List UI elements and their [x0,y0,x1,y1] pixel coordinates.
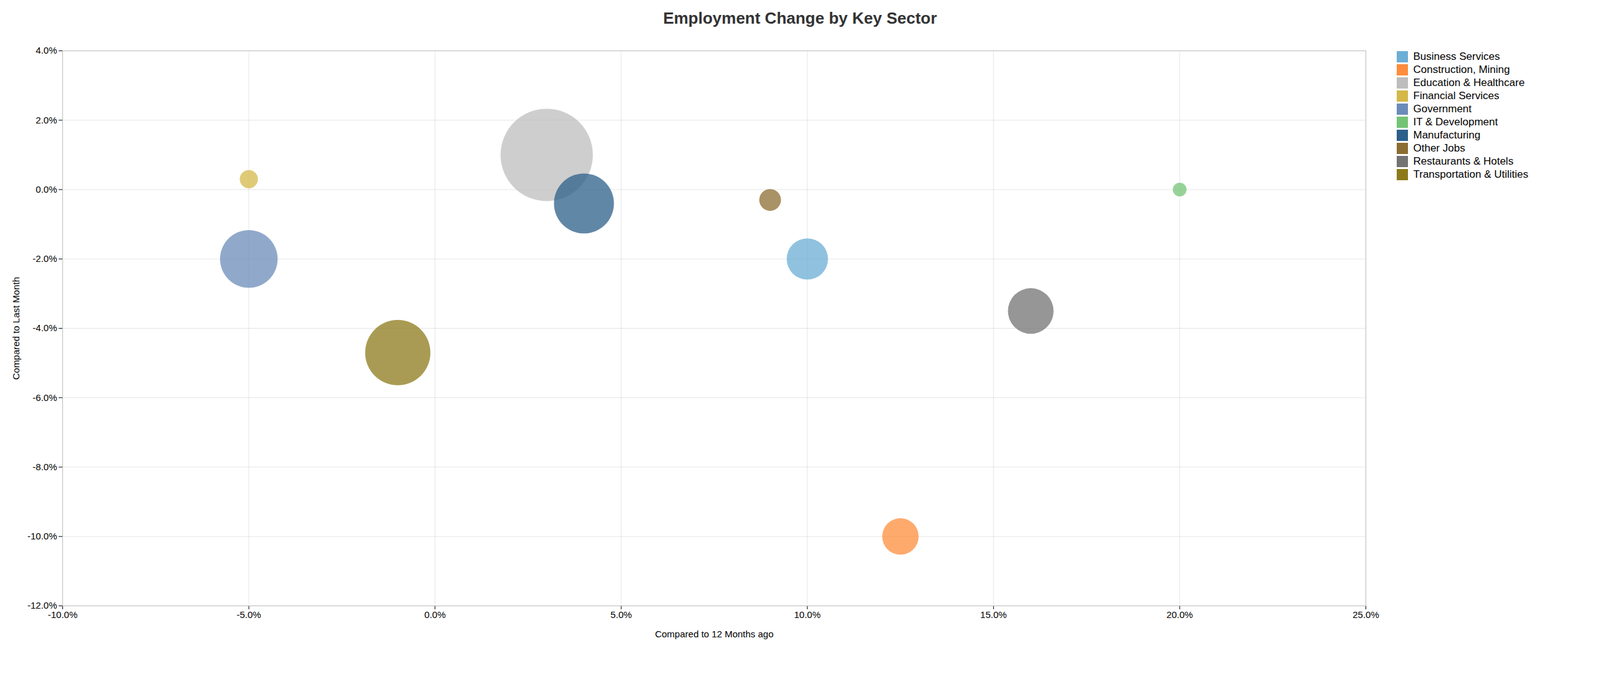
svg-text:-12.0%: -12.0% [27,600,58,611]
svg-text:20.0%: 20.0% [1166,609,1194,620]
html-text:Financial Services: Financial Services [1413,89,1500,102]
html-text:Employment Change by Key Secto: Employment Change by Key Sector [663,8,937,28]
html-text:IT & Development: IT & Development [1413,115,1498,128]
svg-text:-4.0%: -4.0% [32,322,57,333]
svg-text:-8.0%: -8.0% [32,461,57,473]
html-text:Restaurants & Hotels: Restaurants & Hotels [1413,155,1514,168]
svg-text:-5.0%: -5.0% [236,609,261,620]
svg-text:25.0%: 25.0% [1352,609,1380,620]
svg-text:0.0%: 0.0% [35,183,57,195]
svg-text:Compared to 12 Months ago: Compared to 12 Months ago [654,628,774,640]
html-text:Transportation & Utilities: Transportation & Utilities [1413,168,1529,181]
svg-text:-6.0%: -6.0% [32,392,57,403]
svg-text:15.0%: 15.0% [980,609,1008,620]
svg-text:5.0%: 5.0% [610,609,632,620]
svg-text:10.0%: 10.0% [794,609,822,620]
html-text:Business Services: Business Services [1413,50,1500,63]
svg-text:0.0%: 0.0% [424,609,446,620]
svg-text:Compared to Last Month: Compared to Last Month [10,276,22,380]
svg-text:2.0%: 2.0% [35,114,57,126]
svg-text:4.0%: 4.0% [35,44,57,56]
html-text:Other Jobs: Other Jobs [1413,142,1466,155]
svg-text:-10.0%: -10.0% [27,530,58,542]
html-text:Manufacturing: Manufacturing [1413,129,1481,141]
svg-text:-2.0%: -2.0% [32,253,57,264]
html-text:Education & Healthcare: Education & Healthcare [1413,76,1525,89]
html-text:Government: Government [1413,102,1472,115]
svg-text:-10.0%: -10.0% [48,609,78,620]
html-text:Construction, Mining: Construction, Mining [1413,63,1510,76]
